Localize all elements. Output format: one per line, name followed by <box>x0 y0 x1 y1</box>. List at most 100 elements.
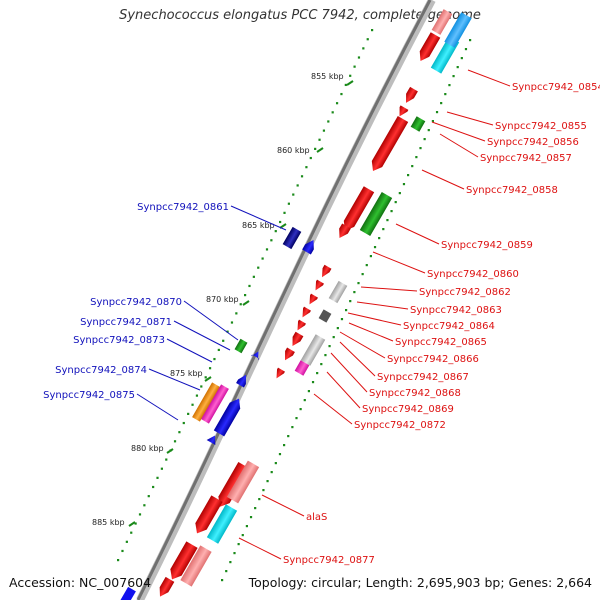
topology-text: Topology: circular; Length: 2,695,903 bp… <box>248 575 592 590</box>
gene-label: Synpcc7942_0865 <box>395 337 487 348</box>
leader-line <box>148 368 201 391</box>
tick-dot <box>305 166 308 169</box>
feature-forward <box>206 504 238 544</box>
kbp-tick-label: 875 kbp <box>170 369 203 378</box>
major-tick <box>316 147 324 153</box>
tick-dot <box>187 412 190 415</box>
tick-dot <box>402 183 406 186</box>
gene-label: Synpcc7942_0857 <box>480 153 572 164</box>
feature-forward <box>359 191 393 237</box>
tick-dot <box>292 193 295 196</box>
tick-dot <box>229 561 232 564</box>
tick-dot <box>340 318 344 321</box>
tick-dot <box>274 230 277 233</box>
tick-dot <box>464 48 468 51</box>
tick-dot <box>195 394 199 397</box>
tick-dot <box>213 357 216 361</box>
feature-forward <box>343 186 375 231</box>
gene-label: Synpcc7942_0861 <box>137 202 229 213</box>
tick-dot <box>469 39 472 42</box>
tick-dot <box>266 480 269 483</box>
tick-dot <box>427 129 430 132</box>
tick-dot <box>143 504 146 507</box>
leader-line <box>261 494 305 517</box>
leader-line <box>173 320 231 351</box>
tick-dot <box>262 489 265 492</box>
leader-line <box>439 133 479 158</box>
tick-dot <box>340 92 343 96</box>
tick-dot <box>328 345 331 348</box>
major-tick <box>166 448 174 454</box>
tick-dot <box>460 57 463 60</box>
tick-dot <box>390 210 393 213</box>
tick-dot <box>270 239 273 242</box>
tick-dot <box>411 165 414 168</box>
tick-dot <box>244 294 247 297</box>
feature-forward <box>294 360 310 376</box>
tick-dot <box>307 390 310 393</box>
tick-dot <box>283 444 286 447</box>
major-tick <box>128 521 136 527</box>
feature-reverse <box>282 226 302 250</box>
leader-line <box>372 251 426 274</box>
tick-dot <box>178 431 181 434</box>
tick-dot <box>327 120 330 123</box>
tick-dot <box>241 534 244 537</box>
gene-label: Synpcc7942_0872 <box>354 420 446 431</box>
major-tick <box>346 80 354 86</box>
tick-dot <box>440 102 443 105</box>
feature-forward <box>419 32 441 61</box>
backbone-shadow <box>136 0 436 600</box>
gene-label: Synpcc7942_0856 <box>487 137 579 148</box>
gene-label: Synpcc7942_0862 <box>419 287 511 298</box>
feature-forward <box>285 347 295 361</box>
tick-dot <box>336 327 339 330</box>
leader-line <box>238 537 282 560</box>
tick-dot <box>435 111 439 114</box>
gene-label: alaS <box>306 512 327 523</box>
feature-forward <box>180 545 212 587</box>
tick-dot <box>331 111 334 114</box>
gene-label: Synpcc7942_0864 <box>403 321 495 332</box>
gene-label: Synpcc7942_0869 <box>362 404 454 415</box>
kbp-tick-label: 865 kbp <box>242 221 275 230</box>
tick-dot <box>415 156 418 159</box>
tick-dot <box>270 471 273 474</box>
tick-dot <box>386 219 389 222</box>
tick-dot <box>362 47 365 50</box>
tick-dot <box>160 467 163 470</box>
gene-label: Synpcc7942_0860 <box>427 269 519 280</box>
tick-dot <box>274 462 277 465</box>
tick-dot <box>357 282 360 285</box>
tick-dot <box>444 93 447 96</box>
tick-dot <box>371 29 374 32</box>
leader-line <box>467 69 511 87</box>
leader-line <box>339 331 386 359</box>
leader-line <box>348 322 394 342</box>
tick-dot <box>332 336 335 339</box>
feature-forward <box>276 367 285 379</box>
tick-dot <box>245 525 248 528</box>
tick-dot <box>191 403 194 406</box>
tick-dot <box>254 507 257 510</box>
gene-label: Synpcc7942_0871 <box>80 317 172 328</box>
tick-dot <box>279 220 282 224</box>
tick-dot <box>344 83 347 87</box>
feature-forward <box>309 293 318 305</box>
gene-label: Synpcc7942_0854 <box>512 82 600 93</box>
leader-line <box>326 371 361 409</box>
gene-label: Synpcc7942_0875 <box>43 390 135 401</box>
tick-dot <box>291 426 294 429</box>
tick-dot <box>287 435 290 438</box>
feature-reverse <box>120 586 136 600</box>
gene-label: Synpcc7942_0870 <box>90 297 182 308</box>
gene-label: Synpcc7942_0867 <box>377 372 469 383</box>
gene-label: Synpcc7942_0873 <box>73 335 165 346</box>
tick-dot <box>252 275 255 278</box>
tick-dot <box>353 291 356 294</box>
feature-forward <box>159 576 175 597</box>
feature-reverse <box>201 384 229 424</box>
tick-dot <box>366 38 369 41</box>
leader-line <box>347 312 402 326</box>
kbp-tick-label: 860 kbp <box>277 146 310 155</box>
